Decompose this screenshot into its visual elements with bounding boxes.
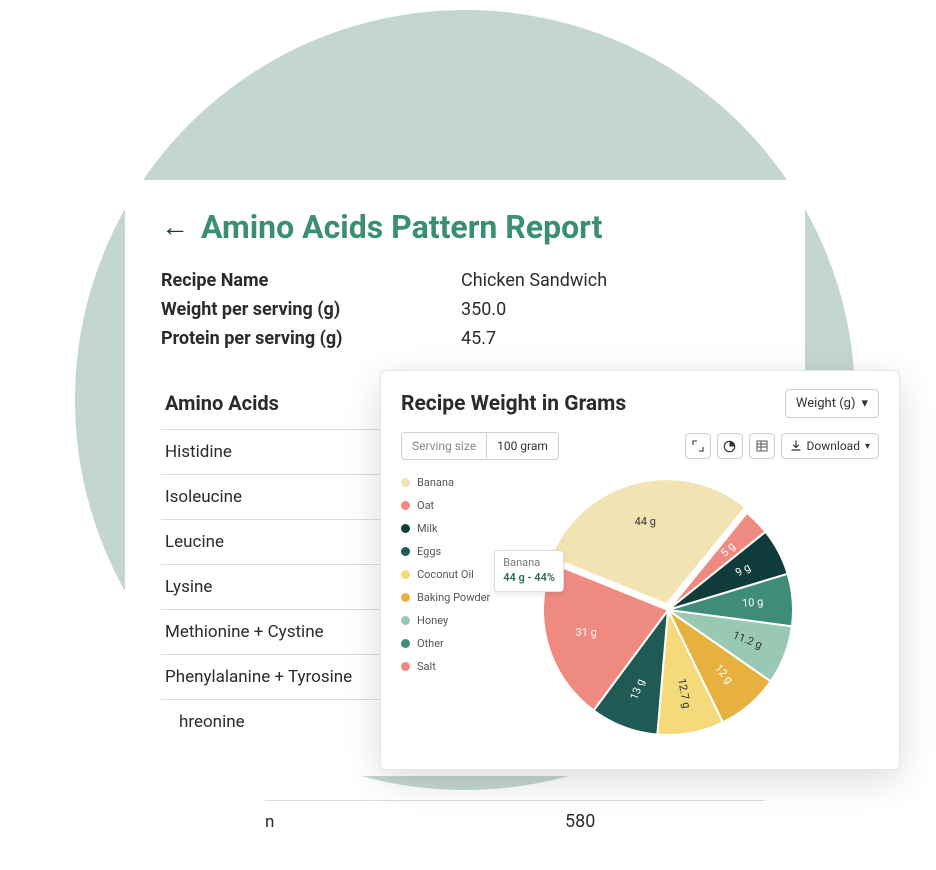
info-row-weight: Weight per serving (g) 350.0 bbox=[161, 299, 769, 320]
pie-chart: 44 g5 g9 g10 g11.2 g12 g12.7 g13 g31 g31… bbox=[518, 470, 818, 760]
chart-tool-icons: Download ▾ bbox=[685, 433, 879, 459]
chart-toolbar: Serving size 100 gram Download ▾ bbox=[401, 432, 879, 460]
legend-label: Eggs bbox=[417, 545, 441, 558]
bottom-row-fragment: n 580 bbox=[265, 800, 765, 832]
info-value: Chicken Sandwich bbox=[461, 270, 607, 291]
info-value: 45.7 bbox=[461, 328, 496, 349]
legend-item[interactable]: Coconut Oil bbox=[401, 568, 490, 581]
pie-tooltip: Banana 44 g - 44% bbox=[494, 550, 564, 592]
legend-swatch bbox=[401, 570, 410, 579]
pie-slice-label: 10 g bbox=[742, 595, 764, 610]
chart-title: Recipe Weight in Grams bbox=[401, 392, 626, 416]
pie-slice-label: 44 g bbox=[635, 515, 656, 528]
info-label: Weight per serving (g) bbox=[161, 299, 461, 320]
info-label: Recipe Name bbox=[161, 270, 461, 291]
legend-item[interactable]: Other bbox=[401, 637, 490, 650]
legend-swatch bbox=[401, 593, 410, 602]
legend-item[interactable]: Eggs bbox=[401, 545, 490, 558]
download-icon bbox=[790, 440, 802, 452]
pie-chart-wrap: 44 g5 g9 g10 g11.2 g12 g12.7 g13 g31 g31… bbox=[498, 470, 798, 750]
weight-unit-dropdown[interactable]: Weight (g) ▾ bbox=[785, 389, 879, 418]
chart-body: Banana Oat Milk Eggs Coconut Oil Baking Powde… bbox=[401, 470, 879, 750]
legend-swatch bbox=[401, 501, 410, 510]
info-row-protein: Protein per serving (g) 45.7 bbox=[161, 328, 769, 349]
serving-size-toggle: Serving size 100 gram bbox=[401, 432, 559, 460]
partial-item-text: hreonine bbox=[179, 712, 245, 732]
fragment-label: n bbox=[265, 812, 565, 832]
legend-label: Baking Powder bbox=[417, 591, 490, 604]
legend-item[interactable]: Salt bbox=[401, 660, 490, 673]
report-title: Amino Acids Pattern Report bbox=[201, 208, 602, 246]
download-label: Download bbox=[807, 439, 860, 453]
pie-slice-label: 31 g bbox=[576, 626, 597, 639]
legend-swatch bbox=[401, 639, 410, 648]
legend-swatch bbox=[401, 616, 410, 625]
back-arrow-icon[interactable]: ← bbox=[161, 213, 189, 241]
report-header: ← Amino Acids Pattern Report bbox=[161, 208, 769, 246]
legend-item[interactable]: Baking Powder bbox=[401, 591, 490, 604]
legend-swatch bbox=[401, 478, 410, 487]
serving-size-button[interactable]: Serving size bbox=[402, 433, 486, 459]
table-icon[interactable] bbox=[749, 433, 775, 459]
expand-icon[interactable] bbox=[685, 433, 711, 459]
100-gram-button[interactable]: 100 gram bbox=[486, 433, 558, 459]
fragment-value: 580 bbox=[565, 811, 595, 832]
legend-swatch bbox=[401, 662, 410, 671]
info-value: 350.0 bbox=[461, 299, 506, 320]
legend-label: Honey bbox=[417, 614, 448, 627]
legend-label: Banana bbox=[417, 476, 454, 489]
recipe-weight-chart-card: Recipe Weight in Grams Weight (g) ▾ Serv… bbox=[380, 370, 900, 770]
legend-label: Salt bbox=[417, 660, 436, 673]
chevron-down-icon: ▾ bbox=[865, 441, 870, 452]
legend-item[interactable]: Oat bbox=[401, 499, 490, 512]
tooltip-name: Banana bbox=[503, 556, 555, 571]
recipe-info-block: Recipe Name Chicken Sandwich Weight per … bbox=[161, 270, 769, 349]
weight-unit-label: Weight (g) bbox=[796, 396, 856, 411]
pie-legend: Banana Oat Milk Eggs Coconut Oil Baking Powde… bbox=[401, 470, 490, 750]
legend-item[interactable]: Banana bbox=[401, 476, 490, 489]
pie-chart-icon[interactable] bbox=[717, 433, 743, 459]
tooltip-value: 44 g - 44% bbox=[503, 571, 555, 586]
info-label: Protein per serving (g) bbox=[161, 328, 461, 349]
legend-swatch bbox=[401, 547, 410, 556]
chart-header: Recipe Weight in Grams Weight (g) ▾ bbox=[401, 389, 879, 418]
legend-swatch bbox=[401, 524, 410, 533]
legend-label: Other bbox=[417, 637, 444, 650]
chevron-down-icon: ▾ bbox=[861, 396, 868, 411]
legend-label: Oat bbox=[417, 499, 434, 512]
legend-label: Coconut Oil bbox=[417, 568, 474, 581]
download-button[interactable]: Download ▾ bbox=[781, 433, 879, 459]
legend-item[interactable]: Milk bbox=[401, 522, 490, 535]
legend-label: Milk bbox=[417, 522, 438, 535]
legend-item[interactable]: Honey bbox=[401, 614, 490, 627]
info-row-recipe-name: Recipe Name Chicken Sandwich bbox=[161, 270, 769, 291]
